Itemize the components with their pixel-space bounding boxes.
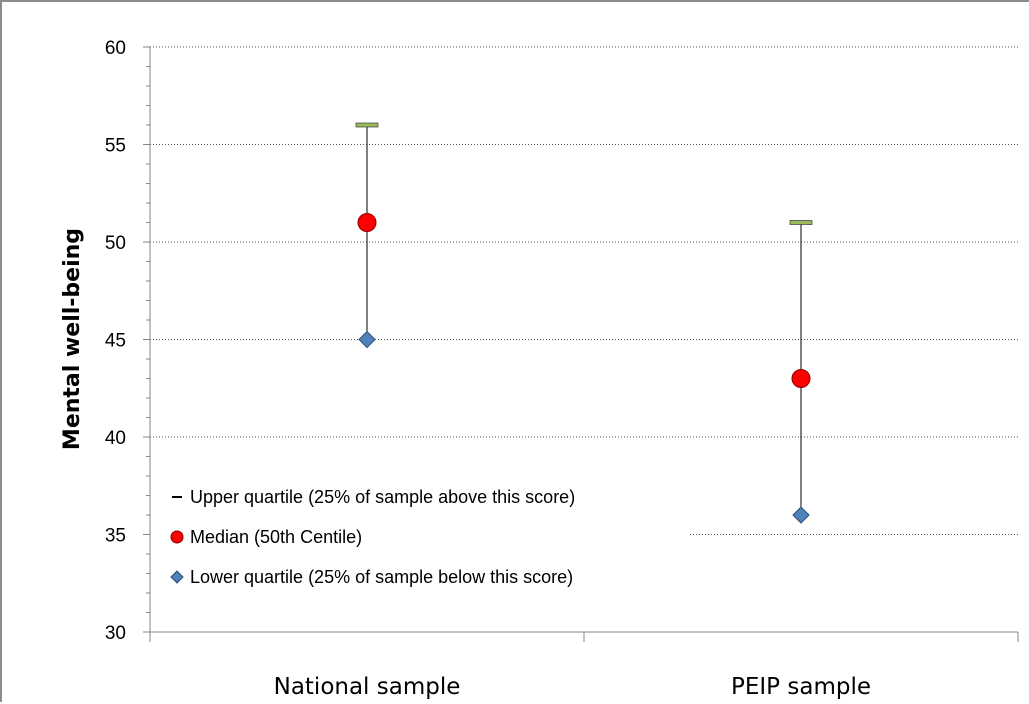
gridlines (150, 46, 1018, 535)
legend-lower-quartile-symbol (170, 570, 184, 584)
lower-quartile-marker (792, 506, 810, 524)
y-tick-label: 40 (105, 428, 126, 449)
y-tick-label: 60 (105, 38, 126, 59)
x-category-label: National sample (274, 674, 461, 700)
upper-quartile-marker (355, 122, 379, 128)
range-lines (366, 125, 802, 515)
y-tick-label: 30 (105, 623, 126, 644)
y-axis-title: Mental well-being (60, 228, 85, 450)
lower-quartile-marker (358, 330, 376, 349)
y-tick-label: 55 (105, 136, 126, 157)
median-marker (357, 213, 377, 232)
median-marker (791, 369, 811, 388)
axes: 30 35 40 45 50 55 60 National sample PEIP sample (105, 38, 1019, 700)
legend-entry-label: Median (50th Centile) (190, 527, 362, 547)
legend-entry-label: Lower quartile (25% of sample below this… (190, 567, 573, 587)
x-category-label: PEIP sample (731, 674, 871, 700)
data-markers (355, 122, 813, 524)
legend: Upper quartile (25% of sample above this… (170, 487, 575, 587)
y-tick-label: 50 (105, 233, 126, 254)
y-tick-label: 35 (105, 526, 126, 547)
upper-quartile-marker (789, 220, 813, 225)
legend-median-symbol (170, 530, 184, 544)
y-tick-label: 45 (105, 331, 126, 352)
legend-entry-label: Upper quartile (25% of sample above this… (190, 487, 575, 507)
